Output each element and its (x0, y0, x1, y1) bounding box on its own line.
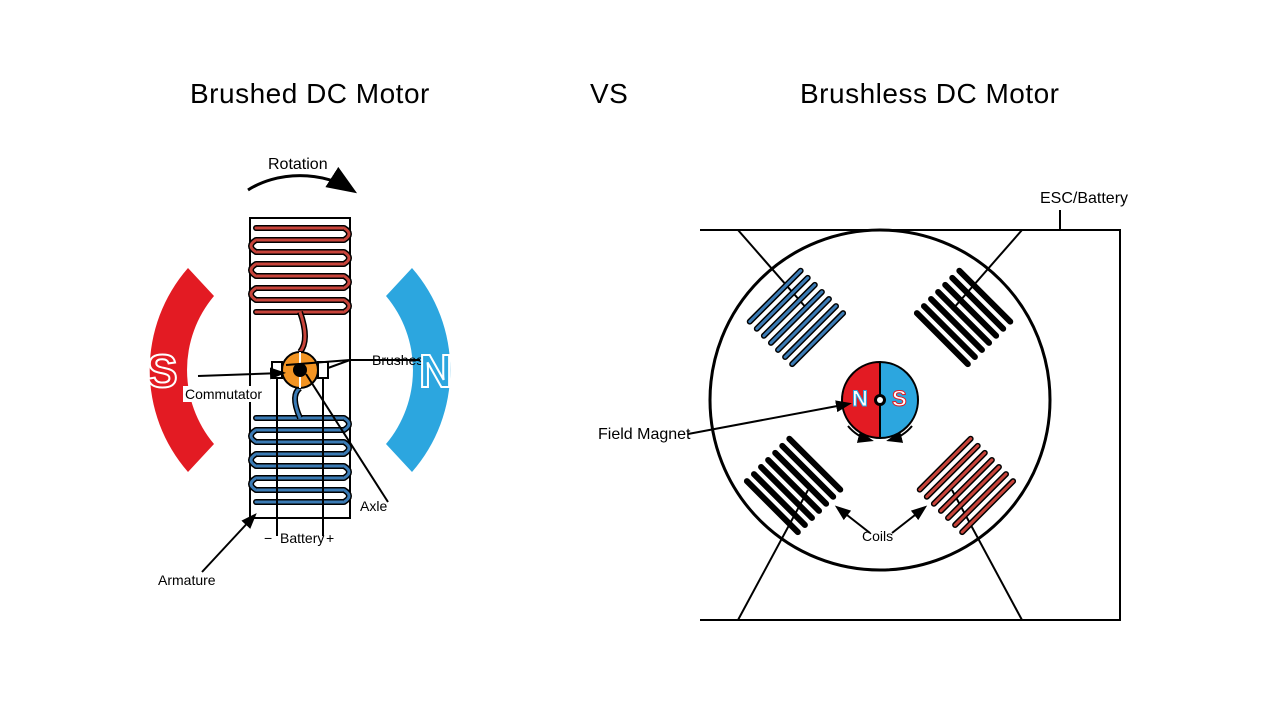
coil-ne (917, 271, 1010, 364)
label-coils: Coils (862, 528, 893, 544)
diagram-canvas: Brushed DC Motor VS Brushless DC Motor (0, 0, 1280, 720)
esc-frame (700, 230, 1120, 620)
magnet-s-letter: S (892, 386, 907, 412)
magnet-n-letter: N (852, 386, 868, 412)
coil-nw (750, 271, 843, 364)
label-field-magnet: Field Magnet (598, 426, 691, 444)
brushless-motor-svg (0, 0, 1280, 720)
label-esc: ESC/Battery (1040, 190, 1128, 208)
